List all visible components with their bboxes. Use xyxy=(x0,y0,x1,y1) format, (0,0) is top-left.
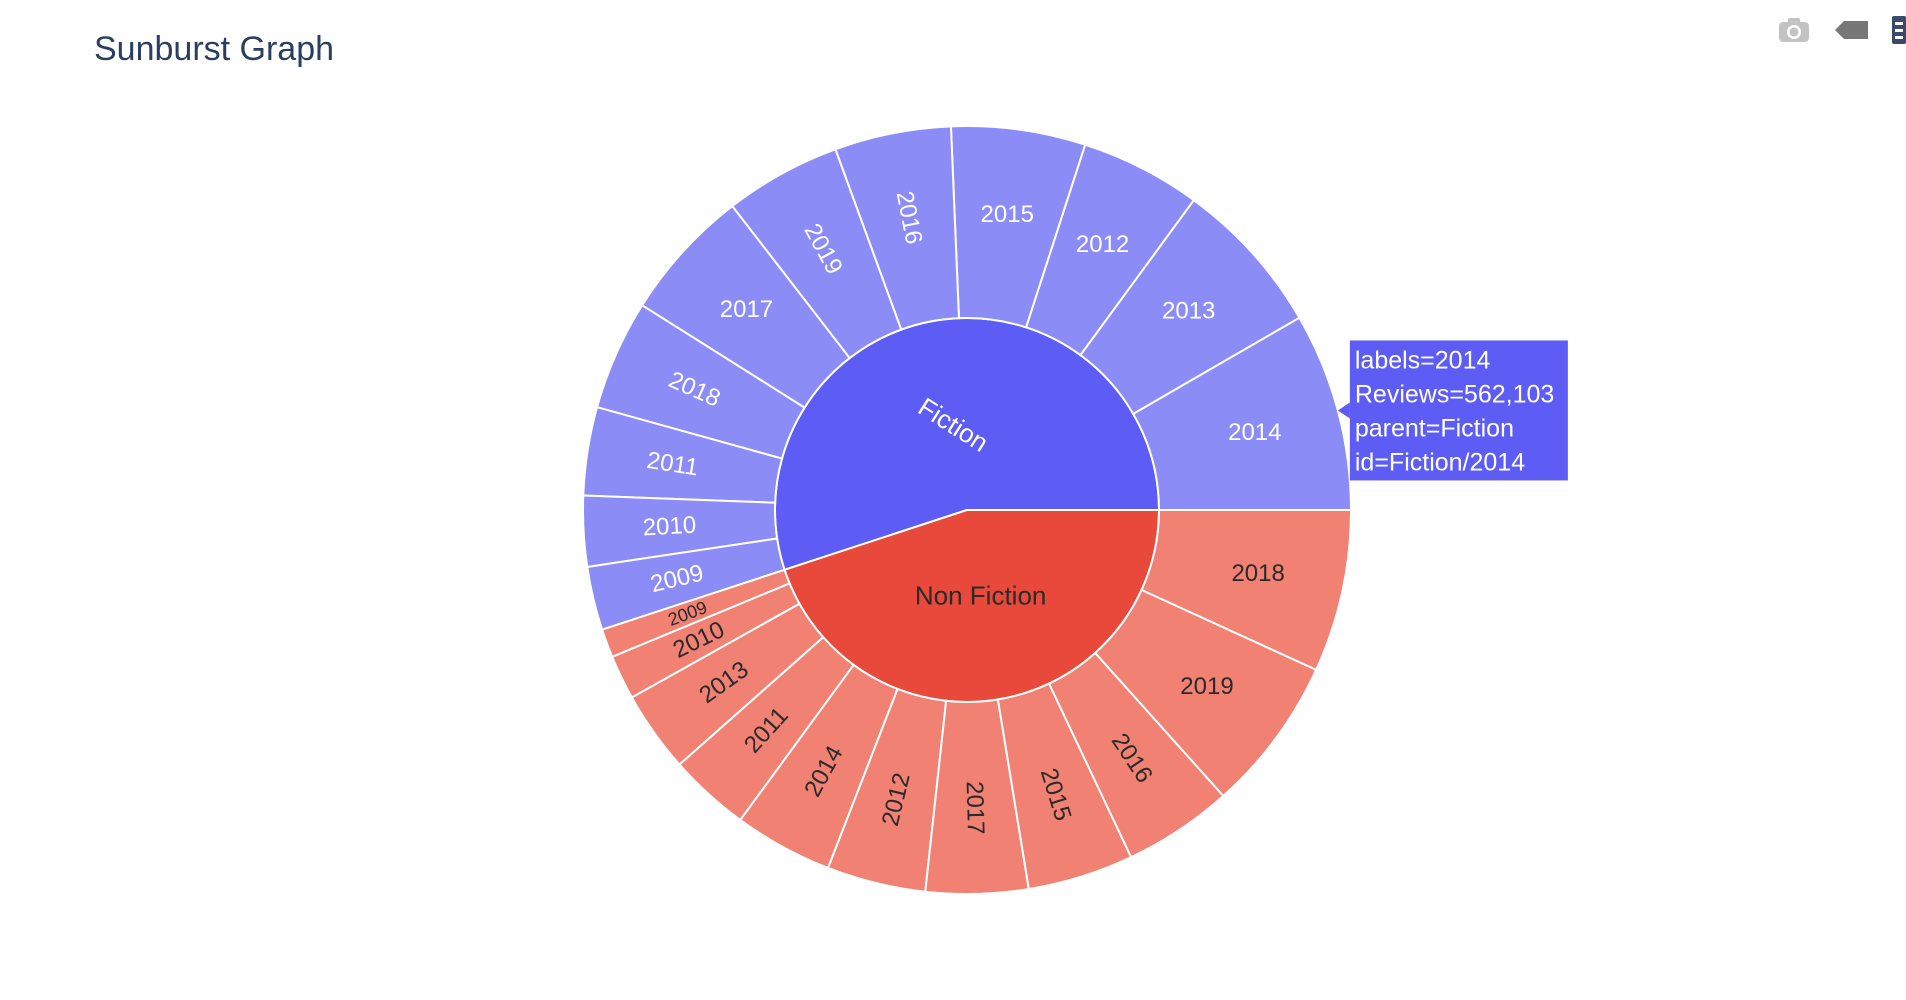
hover-pointer xyxy=(1337,402,1350,419)
tag-icon[interactable] xyxy=(1832,14,1872,46)
bar-chart-icon[interactable] xyxy=(1890,14,1906,46)
chart-title: Sunburst Graph xyxy=(94,30,335,68)
hover-tooltip xyxy=(1349,340,1568,481)
camera-icon[interactable] xyxy=(1774,14,1814,46)
modebar xyxy=(1774,14,1906,46)
child-segment-nonfiction-2018[interactable] xyxy=(1140,509,1353,672)
